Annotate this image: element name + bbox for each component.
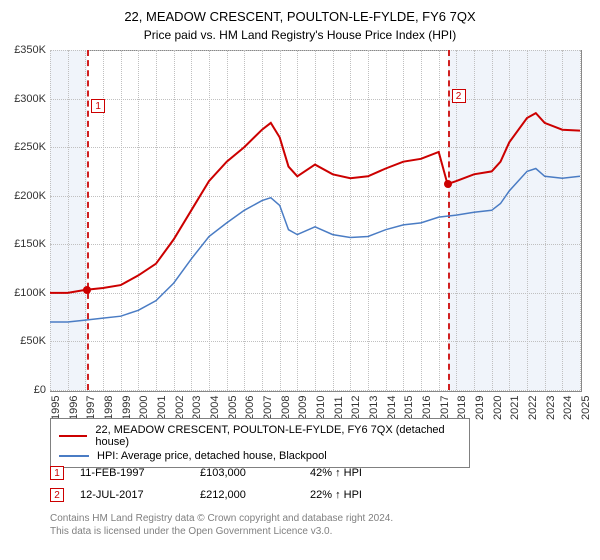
marker-data-row: 1 11-FEB-1997 £103,000 42% ↑ HPI	[50, 462, 440, 484]
grid-line-h	[50, 390, 580, 391]
x-axis-label: 2009	[297, 396, 309, 420]
x-axis-label: 2006	[244, 396, 256, 420]
x-axis-label: 2004	[209, 396, 221, 420]
x-axis-label: 2014	[386, 396, 398, 420]
marker-dot	[444, 180, 452, 188]
legend-swatch	[59, 435, 87, 437]
x-axis-label: 2013	[368, 396, 380, 420]
legend-label: 22, MEADOW CRESCENT, POULTON-LE-FYLDE, F…	[95, 424, 461, 448]
x-axis-label: 1996	[68, 396, 80, 420]
x-axis-label: 2011	[333, 396, 345, 420]
x-axis-label: 2024	[562, 396, 574, 420]
x-axis-label: 1997	[85, 396, 97, 420]
grid-line-v	[580, 50, 581, 390]
x-axis-label: 2007	[262, 396, 274, 420]
x-axis-label: 2012	[350, 396, 362, 420]
x-axis-label: 2017	[439, 396, 451, 420]
x-axis-label: 1995	[50, 396, 62, 420]
legend-item: 22, MEADOW CRESCENT, POULTON-LE-FYLDE, F…	[59, 423, 461, 449]
marker-box-icon: 1	[91, 99, 105, 113]
legend-label: HPI: Average price, detached house, Blac…	[97, 450, 327, 462]
chart-title: 22, MEADOW CRESCENT, POULTON-LE-FYLDE, F…	[0, 0, 600, 26]
x-axis-label: 2000	[138, 396, 150, 420]
x-axis-label: 2023	[545, 396, 557, 420]
legend-swatch	[59, 455, 89, 457]
legend-box: 22, MEADOW CRESCENT, POULTON-LE-FYLDE, F…	[50, 418, 470, 468]
x-axis-label: 1999	[121, 396, 133, 420]
footer-line: This data is licensed under the Open Gov…	[50, 525, 393, 538]
x-axis-label: 2003	[191, 396, 203, 420]
x-axis-label: 1998	[103, 396, 115, 420]
x-axis-label: 2008	[280, 396, 292, 420]
chart-area: 12 £0£50K£100K£150K£200K£250K£300K£350K …	[50, 50, 580, 390]
marker-price: £212,000	[200, 489, 310, 501]
x-axis-label: 2020	[492, 396, 504, 420]
marker-price: £103,000	[200, 467, 310, 479]
y-axis-label: £350K	[2, 44, 46, 56]
y-axis-label: £300K	[2, 93, 46, 105]
y-axis-label: £200K	[2, 190, 46, 202]
x-axis-label: 2021	[509, 396, 521, 420]
x-axis-label: 2025	[580, 396, 592, 420]
x-axis-label: 2002	[174, 396, 186, 420]
marker-date: 11-FEB-1997	[80, 467, 200, 479]
footer-attribution: Contains HM Land Registry data © Crown c…	[50, 512, 393, 538]
legend-item: HPI: Average price, detached house, Blac…	[59, 449, 461, 463]
y-axis-label: £100K	[2, 287, 46, 299]
marker-date: 12-JUL-2017	[80, 489, 200, 501]
marker-box-icon: 2	[50, 488, 64, 502]
x-axis-label: 2010	[315, 396, 327, 420]
x-axis-label: 2001	[156, 396, 168, 420]
marker-data-row: 2 12-JUL-2017 £212,000 22% ↑ HPI	[50, 484, 440, 506]
series-line	[50, 169, 580, 323]
marker-pct: 22% ↑ HPI	[310, 489, 440, 501]
marker-data-rows: 1 11-FEB-1997 £103,000 42% ↑ HPI 2 12-JU…	[50, 462, 440, 506]
series-lines	[50, 50, 580, 390]
chart-subtitle: Price paid vs. HM Land Registry's House …	[0, 26, 600, 42]
y-axis-label: £0	[2, 384, 46, 396]
footer-line: Contains HM Land Registry data © Crown c…	[50, 512, 393, 525]
marker-box-icon: 2	[452, 89, 466, 103]
y-axis-label: £250K	[2, 141, 46, 153]
marker-pct: 42% ↑ HPI	[310, 467, 440, 479]
x-axis-label: 2018	[456, 396, 468, 420]
x-axis-label: 2022	[527, 396, 539, 420]
marker-box-icon: 1	[50, 466, 64, 480]
y-axis-label: £150K	[2, 238, 46, 250]
x-axis-label: 2019	[474, 396, 486, 420]
x-axis-label: 2015	[403, 396, 415, 420]
y-axis-label: £50K	[2, 335, 46, 347]
marker-dot	[83, 286, 91, 294]
x-axis-label: 2005	[227, 396, 239, 420]
x-axis-label: 2016	[421, 396, 433, 420]
